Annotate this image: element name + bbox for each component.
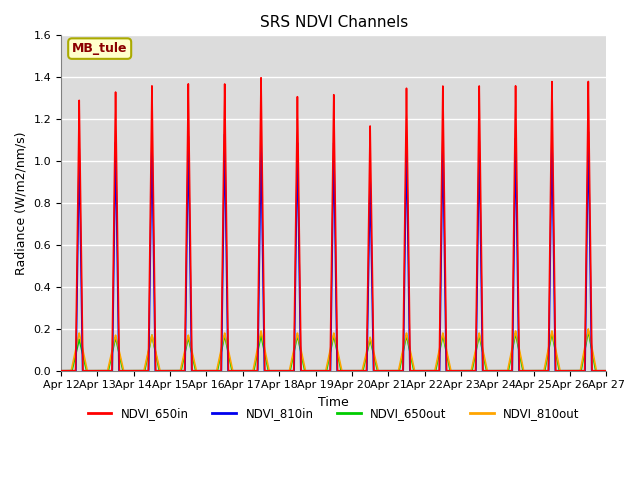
NDVI_810in (57, 368, 65, 373)
NDVI_810in (188, 368, 196, 373)
NDVI_810in (116, 368, 124, 373)
NDVI_810out (530, 368, 538, 373)
NDVI_650in (188, 368, 196, 373)
NDVI_650out (584, 328, 592, 334)
NDVI_810in (603, 368, 611, 373)
NDVI_650out (603, 368, 611, 373)
Line: NDVI_810out: NDVI_810out (61, 329, 607, 371)
Text: MB_tule: MB_tule (72, 42, 127, 55)
NDVI_650in (603, 368, 611, 373)
NDVI_810in (584, 129, 592, 135)
NDVI_650out (177, 368, 184, 373)
NDVI_650in (346, 368, 353, 373)
NDVI_650in (177, 368, 184, 373)
NDVI_810out (74, 334, 82, 340)
NDVI_810out (603, 368, 611, 373)
Line: NDVI_810in: NDVI_810in (61, 132, 607, 371)
Legend: NDVI_650in, NDVI_810in, NDVI_650out, NDVI_810out: NDVI_650in, NDVI_810in, NDVI_650out, NDV… (83, 403, 584, 425)
NDVI_650in (74, 158, 82, 164)
NDVI_650out (57, 368, 65, 373)
Line: NDVI_650in: NDVI_650in (61, 78, 607, 371)
NDVI_810out (116, 354, 124, 360)
NDVI_650in (530, 368, 538, 373)
NDVI_650out (188, 351, 196, 357)
NDVI_650out (74, 340, 82, 346)
NDVI_810in (530, 368, 538, 373)
NDVI_810in (346, 368, 353, 373)
Title: SRS NDVI Channels: SRS NDVI Channels (260, 15, 408, 30)
NDVI_650in (116, 368, 124, 373)
NDVI_650out (530, 368, 538, 373)
NDVI_810out (584, 326, 592, 332)
NDVI_810out (177, 366, 184, 372)
NDVI_810out (57, 368, 65, 373)
Line: NDVI_650out: NDVI_650out (61, 331, 607, 371)
NDVI_650in (57, 368, 65, 373)
NDVI_810out (346, 368, 353, 373)
NDVI_650out (116, 357, 124, 363)
NDVI_810in (177, 368, 184, 373)
NDVI_650out (346, 368, 353, 373)
NDVI_650in (257, 75, 265, 81)
NDVI_810in (74, 201, 82, 207)
Y-axis label: Radiance (W/m2/nm/s): Radiance (W/m2/nm/s) (15, 132, 28, 275)
X-axis label: Time: Time (318, 396, 349, 409)
NDVI_810out (188, 348, 196, 354)
